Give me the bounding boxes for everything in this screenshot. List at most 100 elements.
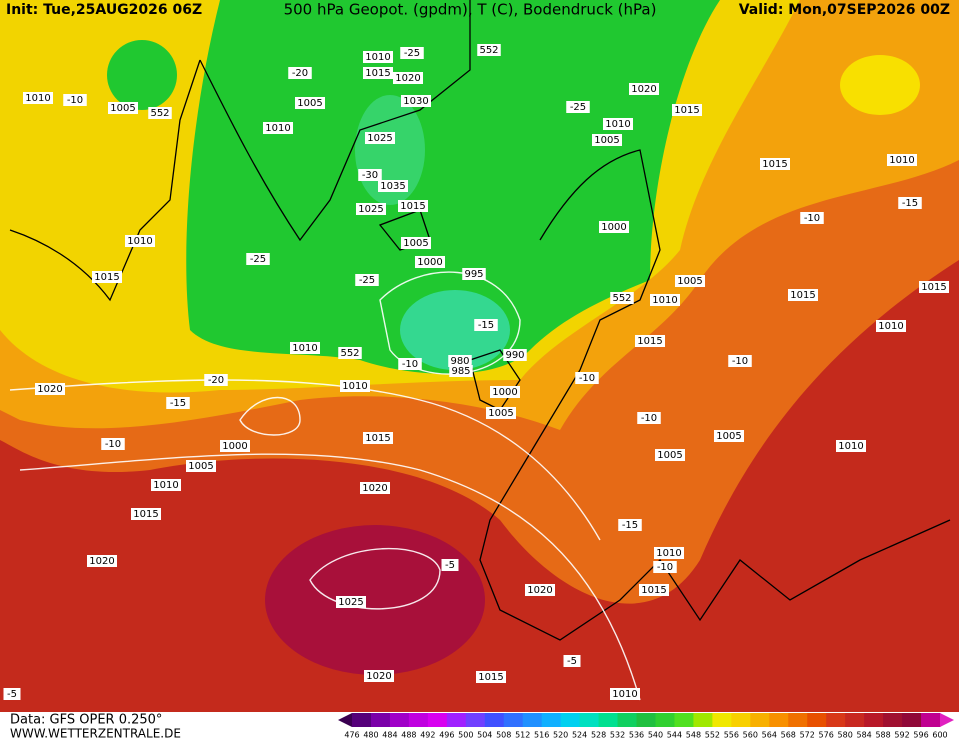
colorbar-label: 600 (932, 731, 947, 740)
label-box (148, 107, 172, 119)
isobar-label: -10 (402, 359, 418, 370)
isobar-label: -30 (362, 170, 378, 181)
label-box (610, 292, 634, 304)
isobar-label: 1000 (601, 222, 626, 233)
colorbar-segment (807, 713, 827, 727)
label-box (876, 320, 906, 332)
isobar-label: 1005 (716, 431, 741, 442)
label-box (288, 67, 312, 79)
label-box (887, 154, 917, 166)
label-box (3, 688, 21, 700)
label-box (358, 169, 382, 181)
colorbar-label: 592 (894, 731, 909, 740)
isobar-label: 1005 (677, 276, 702, 287)
colorbar-segment (655, 713, 675, 727)
isobar-label: 1005 (297, 98, 322, 109)
colorbar-segment (389, 713, 410, 727)
colorbar-label: 584 (856, 731, 871, 740)
isobar-label: 1015 (637, 336, 662, 347)
label-box (92, 271, 122, 283)
label-box (639, 584, 669, 596)
isobar-label: 1005 (188, 461, 213, 472)
colorbar-arrow (940, 713, 954, 727)
colorbar-segment (522, 713, 543, 727)
isobar-label: -15 (622, 520, 638, 531)
isobar-label: -10 (641, 413, 657, 424)
isobar-label: 1010 (612, 689, 637, 700)
label-box (151, 479, 181, 491)
isobar-label: 1000 (417, 257, 442, 268)
isobar-label: -10 (732, 356, 748, 367)
label-box (610, 688, 640, 700)
label-box (220, 440, 250, 452)
isobar-label: 1010 (656, 548, 681, 559)
colorbar-segment (579, 713, 600, 727)
colorbar-segment (712, 713, 732, 727)
isobar-label: 1015 (762, 159, 787, 170)
colorbar-segment (674, 713, 694, 727)
label-box (35, 383, 65, 395)
label-box (400, 47, 424, 59)
colorbar-label: 568 (781, 731, 796, 740)
isobar-label: -20 (292, 68, 308, 79)
isobar-label: -5 (567, 656, 577, 667)
isobar-label: -25 (404, 48, 420, 59)
low-center (400, 290, 510, 370)
label-box (760, 158, 790, 170)
label-box (365, 132, 395, 144)
isobar-label: 1005 (488, 408, 513, 419)
init-time: Init: Tue,25AUG2026 06Z (6, 2, 202, 18)
label-box (490, 386, 520, 398)
colorbar-label: 492 (420, 731, 435, 740)
colorbar-label: 576 (819, 731, 834, 740)
colorbar-segment (731, 713, 751, 727)
label-box (290, 342, 320, 354)
isobar-label: 1010 (365, 52, 390, 63)
colorbar-label: 556 (724, 731, 739, 740)
label-box (675, 275, 705, 287)
isobar-label: 1020 (631, 84, 656, 95)
isobar-label: 1010 (889, 155, 914, 166)
label-box (63, 94, 87, 106)
colorbar-segment (826, 713, 846, 727)
colorbar-segment (750, 713, 770, 727)
map-title: 500 hPa Geopot. (gpdm), T (C), Bodendruc… (284, 1, 657, 19)
label-box (87, 555, 117, 567)
colorbar: 476 480 484 488 492 496 500 504 508 512 516 520 524 5… (338, 713, 954, 740)
label-box (653, 561, 677, 573)
label-box (415, 256, 445, 268)
isobar-label: 1020 (395, 73, 420, 84)
isobar-label: 1000 (492, 387, 517, 398)
colorbar-label: 488 (401, 731, 416, 740)
colorbar-label: 508 (496, 731, 511, 740)
colorbar-segment (352, 713, 372, 727)
label-box (563, 655, 581, 667)
label-box (618, 519, 642, 531)
label-box (728, 355, 752, 367)
isobar-label: 552 (150, 108, 169, 119)
label-box (836, 440, 866, 452)
label-box (650, 294, 680, 306)
label-box (599, 221, 629, 233)
isobar-label: 1015 (921, 282, 946, 293)
label-box (125, 235, 155, 247)
label-box (340, 380, 370, 392)
isobar-label: -10 (804, 213, 820, 224)
isobar-label: 1025 (358, 204, 383, 215)
label-box (788, 289, 818, 301)
isobar-label: 1015 (674, 105, 699, 116)
colorbar-label: 540 (648, 731, 663, 740)
isobar-label: 1010 (652, 295, 677, 306)
isobar-label: 990 (505, 350, 524, 361)
colorbar-label: 564 (762, 731, 777, 740)
label-box (186, 460, 216, 472)
isobar-label: 1030 (403, 96, 428, 107)
green-zone (186, 0, 720, 374)
isobar-label: 1020 (89, 556, 114, 567)
label-box (398, 200, 428, 212)
label-box (575, 372, 599, 384)
label-box (462, 268, 486, 280)
